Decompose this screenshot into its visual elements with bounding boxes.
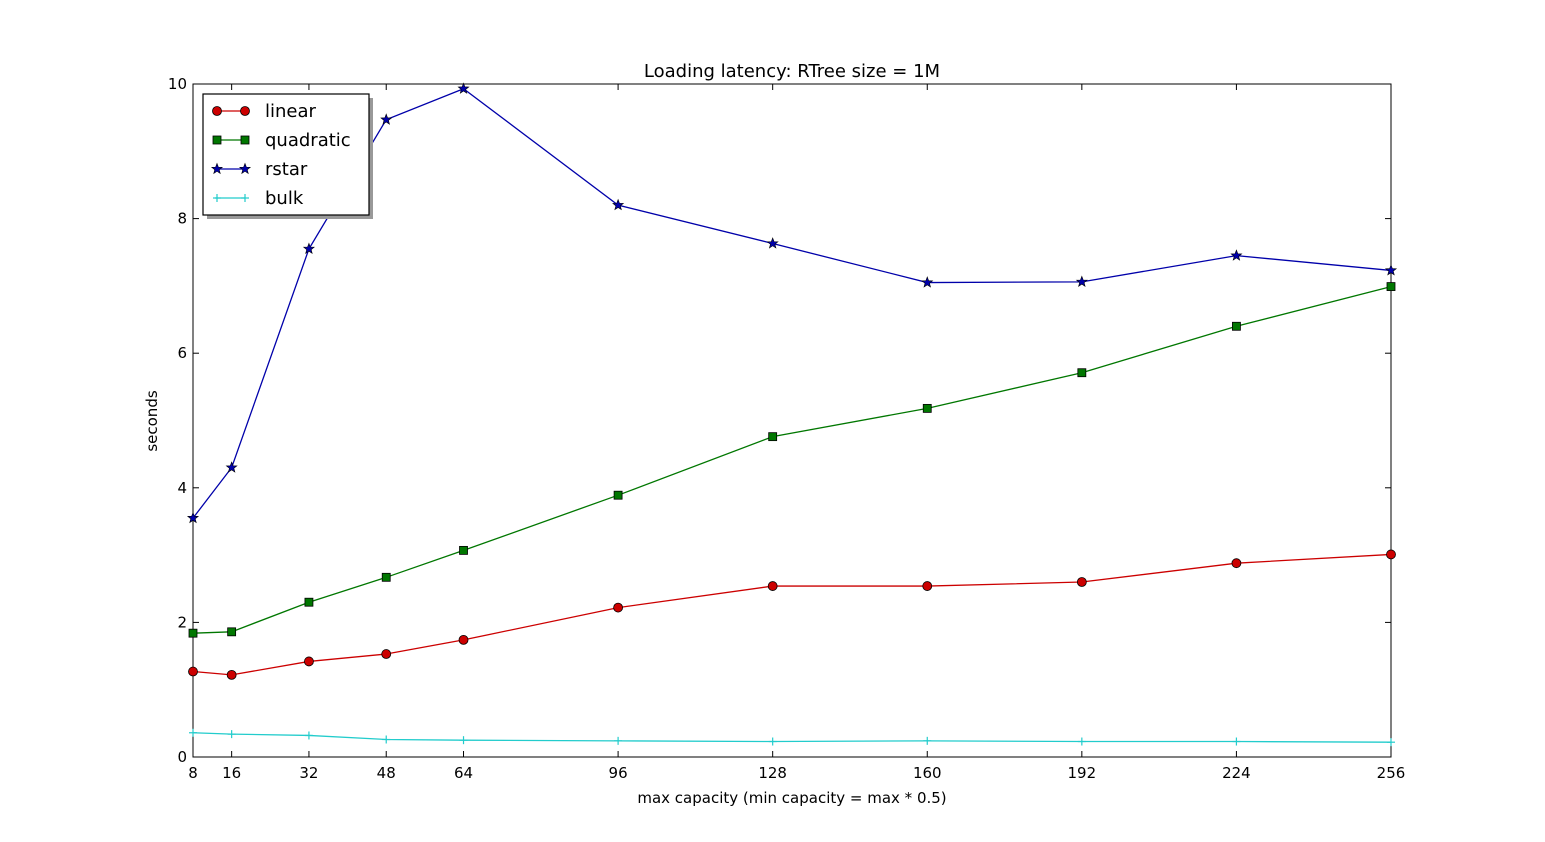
x-tick-label: 32 (299, 764, 318, 782)
y-tick-label: 4 (177, 479, 187, 497)
data-point-bulk (459, 736, 468, 745)
x-tick-label: 192 (1068, 764, 1097, 782)
data-point-linear (767, 581, 778, 591)
data-point-linear (1386, 549, 1396, 560)
data-point-linear (458, 634, 469, 645)
y-tick-label: 6 (177, 344, 187, 362)
data-point-rstar (921, 276, 934, 288)
data-point-linear (613, 602, 623, 613)
data-point-linear (226, 669, 237, 680)
data-point-quadratic (1232, 321, 1241, 331)
legend-label: quadratic (265, 130, 351, 151)
x-tick-label: 128 (758, 764, 787, 782)
data-point-bulk (923, 736, 932, 745)
legend: linear quadratic rstar bulk (202, 93, 373, 219)
data-point-rstar (186, 511, 200, 524)
data-point-bulk (1387, 738, 1395, 747)
data-point-bulk (768, 737, 777, 746)
legend-item-quadratic: quadratic (212, 130, 351, 151)
x-tick-label: 96 (609, 764, 628, 782)
plot-area (192, 83, 1392, 758)
data-point-quadratic (304, 597, 314, 607)
x-tick-label: 64 (454, 764, 473, 782)
legend-marker (212, 135, 222, 145)
legend-item-rstar: rstar (210, 159, 308, 180)
data-point-quadratic (613, 490, 623, 500)
y-tick-label: 2 (177, 613, 187, 631)
data-point-rstar (766, 237, 779, 249)
series-rstar (186, 82, 1398, 524)
x-axis-label: max capacity (min capacity = max * 0.5) (637, 789, 946, 807)
y-tick-label: 10 (168, 75, 187, 93)
data-point-bulk (227, 730, 236, 739)
x-tick-label: 8 (188, 764, 198, 782)
legend-item-linear: linear (212, 101, 317, 122)
data-point-bulk (614, 736, 623, 745)
series-quadratic (188, 282, 1396, 638)
x-tick-label: 48 (377, 764, 396, 782)
legend-marker (241, 194, 249, 202)
data-point-linear (304, 656, 314, 667)
data-point-quadratic (922, 403, 932, 413)
data-point-rstar (612, 198, 625, 211)
data-point-rstar (225, 461, 238, 473)
data-point-bulk (189, 728, 197, 737)
data-point-linear (381, 649, 392, 659)
legend-item-bulk: bulk (213, 188, 304, 209)
legend-marker (212, 106, 222, 116)
legend-marker (238, 162, 252, 175)
data-point-bulk (1232, 737, 1241, 746)
legend-label: rstar (265, 159, 308, 180)
data-point-quadratic (1386, 282, 1396, 291)
x-tick-label: 16 (222, 764, 241, 782)
data-point-linear (188, 666, 198, 677)
data-point-quadratic (459, 545, 468, 555)
data-point-rstar (1384, 264, 1398, 276)
y-tick-label: 0 (177, 748, 187, 766)
data-point-linear (922, 581, 933, 591)
data-point-rstar (1230, 249, 1243, 261)
data-point-bulk (382, 735, 391, 744)
data-point-quadratic (1077, 368, 1087, 378)
x-tick-label: 160 (913, 764, 942, 782)
legend-box (202, 93, 370, 216)
chart-title: Loading latency: RTree size = 1M (644, 61, 940, 82)
data-point-bulk (304, 731, 313, 740)
data-point-rstar (1075, 275, 1088, 288)
y-axis-label: seconds (143, 390, 161, 451)
x-tick-label: 224 (1222, 764, 1251, 782)
legend-label: linear (265, 101, 317, 122)
series-linear (188, 549, 1396, 680)
data-point-quadratic (768, 432, 778, 442)
legend-marker (213, 194, 221, 202)
data-point-linear (1231, 558, 1242, 569)
x-tick-label: 256 (1377, 764, 1406, 782)
data-point-quadratic (381, 572, 391, 582)
data-point-rstar (302, 242, 315, 255)
data-point-linear (1076, 577, 1087, 587)
y-tick-label: 8 (177, 210, 187, 228)
data-point-quadratic (227, 627, 237, 637)
data-point-rstar (457, 82, 470, 94)
legend-marker (240, 135, 250, 145)
data-point-bulk (1077, 737, 1086, 746)
data-point-rstar (380, 113, 393, 125)
legend-marker (240, 106, 250, 116)
legend-marker (210, 162, 224, 175)
data-point-quadratic (188, 628, 198, 638)
legend-label: bulk (265, 188, 304, 209)
series-bulk (189, 728, 1395, 747)
